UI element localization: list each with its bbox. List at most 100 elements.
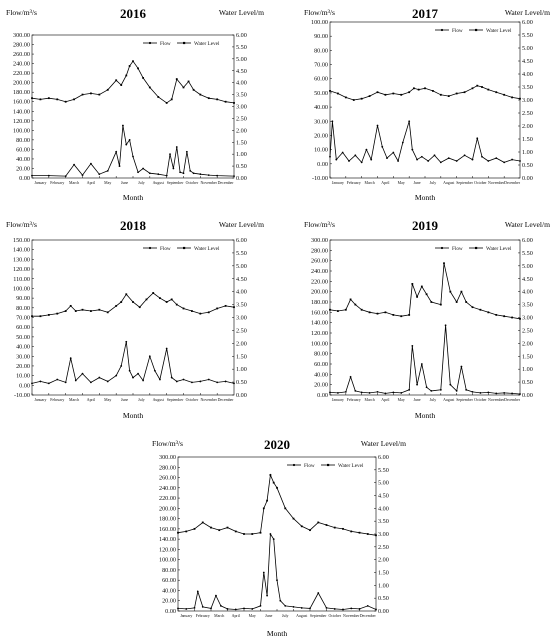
x-tick-label: January <box>34 181 46 185</box>
legend-label-water-level: Water Level <box>486 28 512 34</box>
legend-label-flow: Flow <box>452 28 463 34</box>
x-tick-label: October <box>474 398 487 402</box>
x-tick-label: April <box>381 181 389 185</box>
y-tick-label-left: 240.00 <box>311 268 328 275</box>
chart-title: 2020 <box>264 437 290 452</box>
data-point-flow <box>325 607 328 609</box>
data-point-water-level <box>366 533 369 535</box>
y-tick-label-left: 30.00 <box>16 353 30 360</box>
data-point-flow <box>427 160 430 162</box>
data-point-water-level <box>329 308 331 311</box>
data-point-flow <box>234 608 237 611</box>
data-point-water-level <box>233 306 235 309</box>
data-point-flow <box>476 137 479 140</box>
data-point-flow <box>309 607 311 610</box>
y-tick-label-right: 0.00 <box>522 175 533 182</box>
chart-panel-2019: 2019 Flow/m³/s Water Level/m Month 0.00 20.00… <box>304 218 550 420</box>
y-tick-label-left: 240.00 <box>159 485 176 492</box>
y-tick-label-left: 200.00 <box>159 505 176 512</box>
data-point-flow <box>386 157 388 160</box>
y-tick-label-right: 0.50 <box>522 162 533 169</box>
data-point-flow <box>519 160 521 162</box>
data-point-flow <box>120 365 123 367</box>
legend-marker-flow <box>440 28 444 32</box>
data-point-flow <box>199 380 202 383</box>
data-point-flow <box>397 160 399 162</box>
data-point-flow <box>465 388 468 391</box>
data-point-flow <box>39 380 42 383</box>
y-tick-label-left: 80.00 <box>162 567 176 574</box>
y-tick-label-left: 90.00 <box>314 33 328 40</box>
data-point-water-level <box>417 88 420 91</box>
y-tick-label-right: 1.50 <box>236 353 247 360</box>
x-tick-label: November <box>201 398 218 402</box>
data-point-water-level <box>191 310 193 312</box>
x-tick-label: November <box>201 181 218 185</box>
data-point-flow <box>416 158 418 161</box>
data-point-water-level <box>233 102 235 104</box>
y-tick-label-right: 3.00 <box>522 97 533 104</box>
data-point-flow <box>420 155 423 158</box>
data-point-flow <box>175 146 178 148</box>
y-tick-label-left: 0.00 <box>19 382 30 389</box>
y-tick-label-left: 40.00 <box>314 371 328 378</box>
data-point-water-level <box>132 301 134 303</box>
y-tick-label-left: -10.00 <box>14 392 30 399</box>
data-point-flow <box>381 145 384 148</box>
data-point-flow <box>90 381 92 384</box>
data-point-water-level <box>157 96 160 98</box>
y-tick-label-right: 5.00 <box>236 263 247 270</box>
data-point-flow <box>189 169 192 172</box>
y-tick-label-right: 0.50 <box>522 379 533 386</box>
y-tick-label-right: 4.50 <box>378 493 389 500</box>
legend-label-flow: Flow <box>160 41 171 47</box>
data-point-flow <box>165 347 168 350</box>
data-point-flow <box>191 381 193 384</box>
data-point-flow <box>444 324 447 327</box>
data-point-water-level <box>413 87 415 90</box>
legend-label-flow: Flow <box>452 246 463 252</box>
y-tick-label-left: 220.00 <box>159 495 176 502</box>
y-tick-label-right: 1.50 <box>378 570 389 577</box>
x-tick-label: August <box>153 181 165 185</box>
legend-marker-flow <box>292 463 296 467</box>
y-tick-label-right: 6.00 <box>378 454 389 461</box>
x-tick-label: May <box>398 398 405 402</box>
y-tick-label-right: 5.50 <box>378 467 389 474</box>
y-tick-label-left: 0.00 <box>19 175 30 182</box>
data-point-water-level <box>31 315 33 318</box>
data-point-water-level <box>165 102 168 104</box>
data-point-flow <box>122 124 124 127</box>
data-point-water-level <box>495 91 498 94</box>
y-tick-label-right: 4.50 <box>522 58 533 65</box>
data-point-flow <box>463 154 466 157</box>
series-line-water-level <box>32 292 235 317</box>
data-point-water-level <box>175 303 178 306</box>
data-point-water-level <box>31 97 33 100</box>
data-point-flow <box>460 365 463 368</box>
data-point-water-level <box>400 315 403 318</box>
y-axis-label-right: Water Level/m <box>505 8 550 17</box>
x-tick-label: April <box>87 181 95 185</box>
y-tick-label-right: 5.00 <box>378 480 389 487</box>
data-point-flow <box>73 163 75 166</box>
data-point-water-level <box>234 530 237 533</box>
data-point-water-level <box>175 78 178 80</box>
y-tick-label-left: 20.00 <box>16 363 30 370</box>
y-tick-label-left: 130.00 <box>13 256 30 263</box>
y-tick-label-left: 70.00 <box>16 315 30 322</box>
y-tick-label-right: 0.00 <box>522 392 533 399</box>
data-point-water-level <box>337 310 339 312</box>
x-axis-label: Month <box>123 193 143 202</box>
y-axis-label-left: Flow/m³/s <box>304 220 335 229</box>
y-tick-label-left: 180.00 <box>311 299 328 306</box>
legend-marker-water-level <box>183 41 186 45</box>
data-point-water-level <box>360 308 363 311</box>
data-point-flow <box>430 389 433 392</box>
data-point-water-level <box>384 93 387 96</box>
data-point-water-level <box>90 92 92 95</box>
y-tick-label-right: 4.00 <box>378 505 389 512</box>
legend-marker-water-level <box>475 246 478 250</box>
data-point-flow <box>69 357 72 360</box>
data-point-flow <box>98 376 101 379</box>
